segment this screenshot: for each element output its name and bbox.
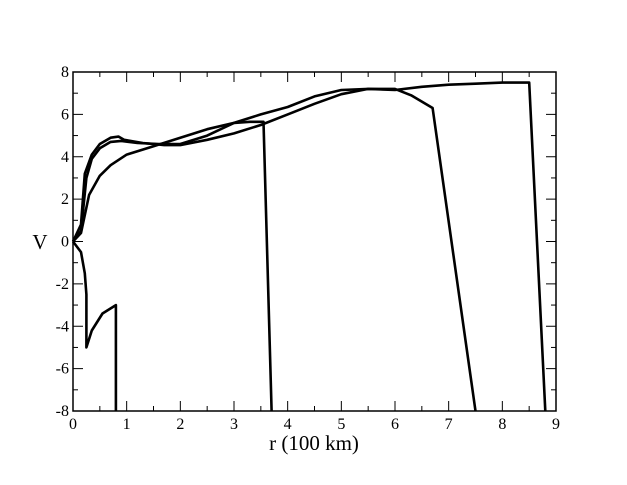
y-tick-label: 4	[61, 149, 69, 166]
y-tick-label: 6	[61, 106, 69, 123]
y-tick-label: -8	[56, 403, 69, 420]
x-tick-label: 0	[69, 416, 77, 433]
y-tick-label: 0	[61, 234, 69, 251]
y-tick-label: 2	[61, 191, 69, 208]
x-tick-label: 6	[391, 416, 399, 433]
x-tick-label: 2	[176, 416, 184, 433]
x-axis-label: r (100 km)	[269, 431, 359, 455]
y-tick-label: -4	[56, 318, 69, 335]
x-tick-label: 7	[445, 416, 453, 433]
series-curve-3	[72, 81, 547, 412]
x-tick-label: 3	[230, 416, 238, 433]
y-axis-label: V	[32, 230, 47, 254]
x-tick-label: 1	[123, 416, 131, 433]
tick-labels: 0 1 2 3 4 5 6 7 8 9 -8 -6 -4 -2 0 2 4 6 8	[56, 64, 560, 433]
plot-frame	[72, 71, 557, 412]
x-tick-label: 8	[498, 416, 506, 433]
series-curve-2	[71, 87, 477, 412]
y-tick-label: -2	[56, 276, 69, 293]
ticks-layer	[72, 71, 557, 412]
x-tick-label: 5	[337, 416, 345, 433]
series-curve-negative	[71, 240, 118, 411]
series-curve-1	[71, 120, 273, 412]
x-tick-label: 4	[284, 416, 292, 433]
y-tick-label: 8	[61, 64, 69, 81]
series-layer	[71, 81, 547, 412]
x-tick-label: 9	[552, 416, 560, 433]
y-tick-label: -6	[56, 361, 69, 378]
